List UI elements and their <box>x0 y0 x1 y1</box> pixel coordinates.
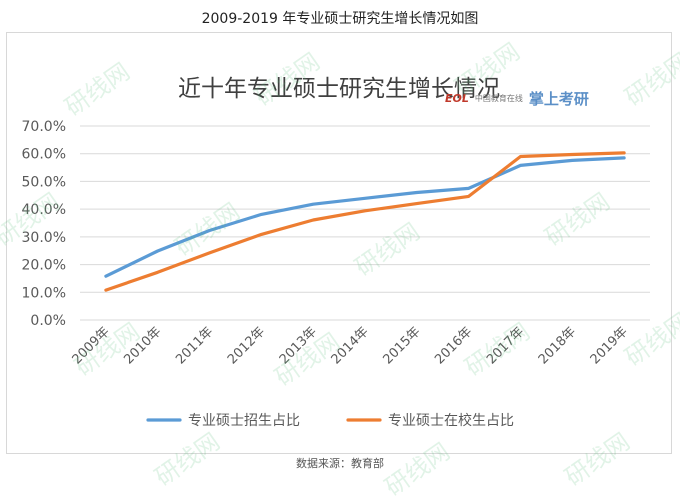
x-tick-label: 2014年 <box>329 324 372 367</box>
series-line-1 <box>104 156 626 278</box>
x-tick-label: 2009年 <box>70 324 113 367</box>
y-tick-label: 30.0% <box>22 230 66 246</box>
zsky-logo: 掌上考研 <box>528 89 589 108</box>
y-tick-label: 0.0% <box>30 313 66 329</box>
y-tick-label: 10.0% <box>22 285 66 301</box>
x-tick-label: 2016年 <box>432 324 475 367</box>
line-chart: 0.0% 10.0% 20.0% 30.0% 40.0% 50.0% 60.0% 70.0% 2… <box>22 119 650 429</box>
y-tick-label: 60.0% <box>22 147 66 163</box>
x-tick-label: 2019年 <box>588 324 631 367</box>
x-tick-label: 2010年 <box>121 324 164 367</box>
source-note: 数据来源：教育部 <box>296 457 384 470</box>
chart-frame: 近十年专业硕士研究生增长情况 <box>6 32 672 454</box>
x-tick-label: 2011年 <box>173 324 216 367</box>
y-tick-label: 20.0% <box>22 258 66 274</box>
legend-label: 专业硕士在校生占比 <box>388 412 514 429</box>
legend-label: 专业硕士招生占比 <box>188 413 300 429</box>
eol-logo: EOL <box>445 91 469 105</box>
page-title: 2009-2019 年专业硕士研究生增长情况如图 <box>201 11 479 27</box>
y-tick-label: 40.0% <box>22 202 66 218</box>
eol-logo-caption: 中国教育在线 <box>474 93 523 103</box>
y-tick-label: 50.0% <box>22 174 66 190</box>
chart-title: 近十年专业硕士研究生增长情况 <box>178 76 500 102</box>
series-line-2 <box>104 151 626 292</box>
x-tick-label: 2012年 <box>225 324 268 367</box>
x-tick-label: 2017年 <box>484 324 527 367</box>
x-tick-label: 2015年 <box>380 324 423 367</box>
y-tick-label: 70.0% <box>22 119 66 135</box>
x-tick-label: 2018年 <box>536 324 579 367</box>
logo-group: EOL 中国教育在线 掌上考研 <box>445 88 589 108</box>
x-tick-label: 2013年 <box>277 324 320 367</box>
